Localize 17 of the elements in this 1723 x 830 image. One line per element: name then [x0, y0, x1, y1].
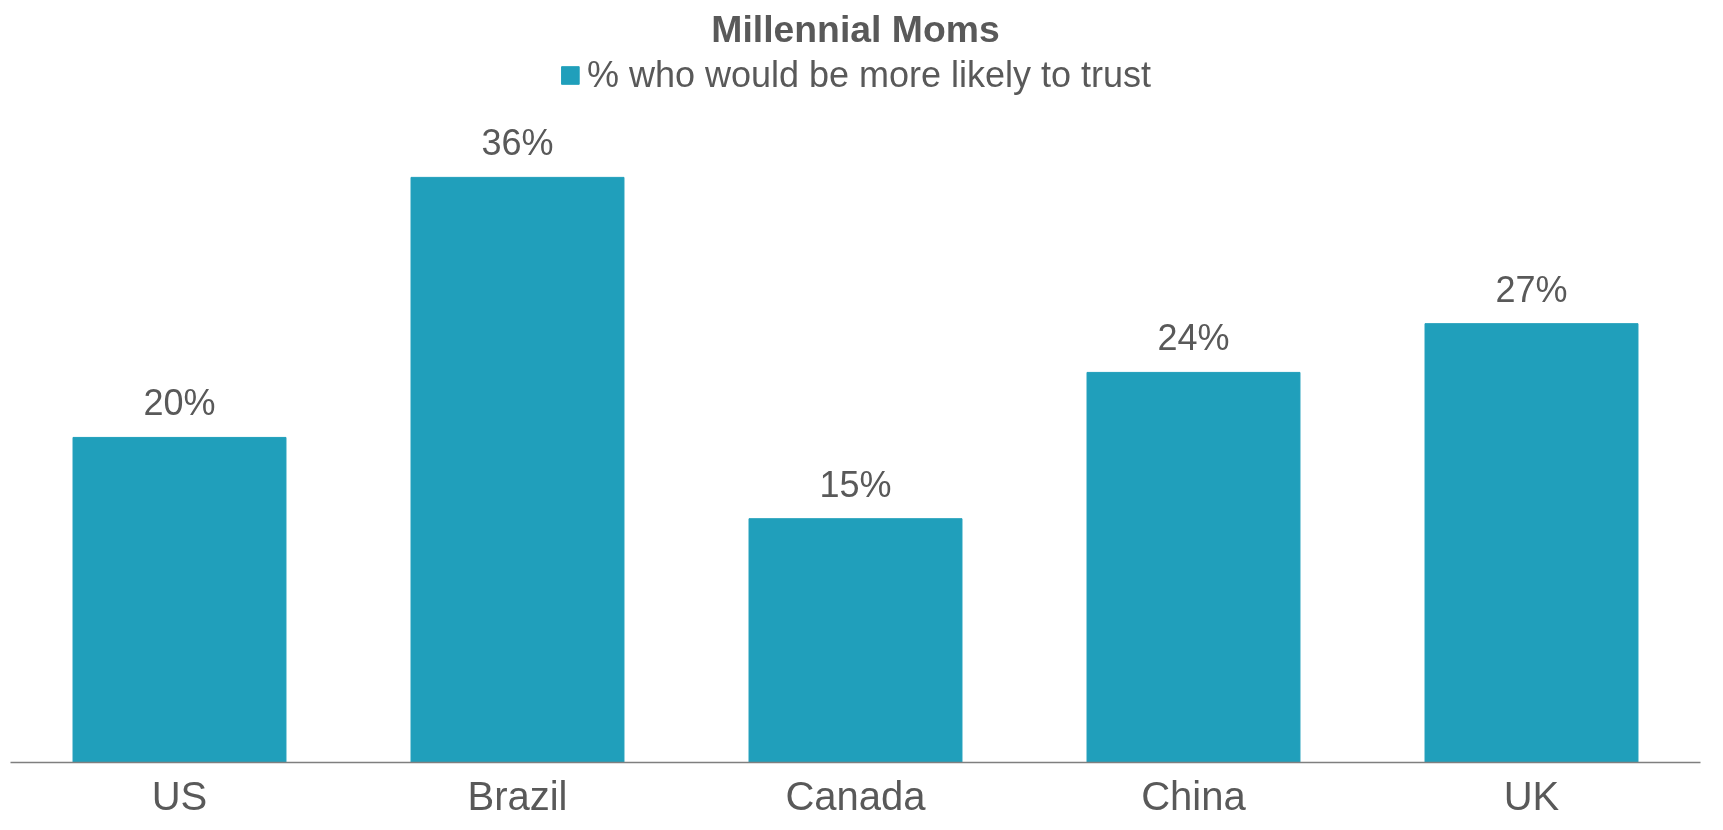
bar — [1086, 371, 1301, 763]
chart-title: Millennial Moms — [711, 7, 1000, 50]
data-label: 15% — [819, 463, 892, 505]
bar — [748, 518, 963, 763]
bar — [72, 436, 287, 763]
x-tick-label: US — [151, 773, 208, 818]
data-label: 27% — [1495, 268, 1568, 310]
x-tick-label: China — [1141, 773, 1247, 818]
legend-label: % who would be more likely to trust — [586, 54, 1152, 96]
x-tick-label: Canada — [785, 773, 927, 818]
data-label: 36% — [481, 122, 554, 164]
x-tick-label: Brazil — [467, 773, 568, 818]
bar — [1424, 323, 1639, 763]
data-label: 24% — [1157, 317, 1230, 359]
bar — [410, 176, 625, 763]
x-tick-label: UK — [1503, 773, 1560, 818]
data-label: 20% — [143, 382, 216, 424]
